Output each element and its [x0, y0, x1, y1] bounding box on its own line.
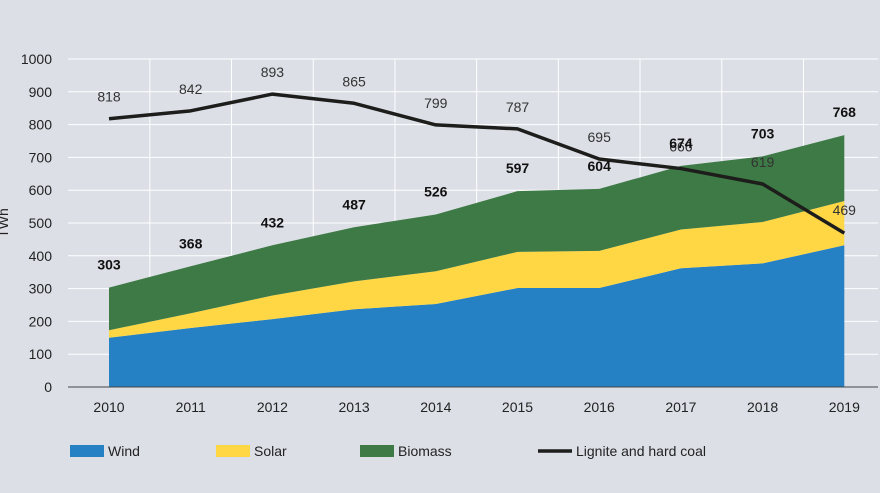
- area-biomass: [109, 135, 845, 331]
- x-tick-label: 2017: [665, 399, 696, 415]
- legend: Wind Solar Biomass Lignite and hard coal: [70, 443, 706, 459]
- area-solar: [109, 201, 845, 338]
- y-tick-label: 700: [29, 149, 53, 165]
- coal-value-label: 695: [588, 129, 612, 145]
- total-renewables-label: 432: [261, 214, 285, 230]
- y-tick-label: 300: [29, 281, 53, 297]
- legend-swatch-biomass: [360, 445, 394, 457]
- coal-line: [108, 92, 846, 235]
- coal-value-label: 619: [751, 154, 775, 170]
- total-renewables-label: 674: [669, 135, 693, 151]
- x-tick-label: 2012: [257, 399, 288, 415]
- x-tick-label: 2011: [176, 399, 206, 415]
- coal-value-label: 469: [833, 202, 857, 218]
- stacked-areas: [109, 135, 845, 387]
- coal-value-label: 893: [261, 64, 285, 80]
- y-tick-label: 200: [29, 313, 53, 329]
- total-renewables-label: 597: [506, 160, 530, 176]
- total-renewables-label: 303: [97, 257, 121, 273]
- y-tick-label: 900: [29, 84, 53, 100]
- x-tick-label: 2013: [339, 399, 370, 415]
- legend-label-biomass: Biomass: [398, 443, 452, 459]
- y-tick-label: 400: [29, 248, 53, 264]
- x-tick-label: 2015: [502, 399, 533, 415]
- x-tick-label: 2016: [584, 399, 615, 415]
- coal-value-label: 787: [506, 99, 530, 115]
- legend-swatch-solar: [216, 445, 250, 457]
- legend-label-solar: Solar: [254, 443, 287, 459]
- coal-value-label: 818: [97, 89, 121, 105]
- y-tick-label: 1000: [21, 51, 52, 67]
- y-tick-label: 0: [44, 379, 52, 395]
- axes: 0 100 200 300 400 500 600 700 800 900 1000 TWh 2010 2…: [0, 51, 878, 415]
- y-tick-label: 500: [29, 215, 53, 231]
- coal-value-label: 666: [669, 139, 693, 155]
- y-axis-title: TWh: [0, 208, 11, 238]
- y-tick-label: 100: [29, 346, 53, 362]
- coal-line-layer: [108, 92, 846, 235]
- total-renewables-label: 368: [179, 235, 203, 251]
- legend-label-lignite-and-hard-coal: Lignite and hard coal: [576, 443, 706, 459]
- y-tick-label: 800: [29, 117, 53, 133]
- area-wind: [109, 245, 845, 387]
- legend-label-wind: Wind: [108, 443, 140, 459]
- total-renewables-label: 526: [424, 183, 448, 199]
- coal-value-label: 865: [342, 73, 366, 89]
- legend-swatch-wind: [70, 445, 104, 457]
- total-renewables-label: 487: [342, 196, 366, 212]
- coal-value-label: 799: [424, 95, 448, 111]
- x-tick-label: 2010: [93, 399, 124, 415]
- total-renewables-label: 703: [751, 125, 775, 141]
- x-tick-label: 2019: [829, 399, 860, 415]
- total-renewables-label: 604: [588, 158, 612, 174]
- x-tick-label: 2018: [747, 399, 778, 415]
- data-labels: 818 842 893 865 799 787 695 666 619 469 303 368 432 4…: [97, 64, 856, 273]
- total-renewables-label: 768: [833, 104, 857, 120]
- coal-value-label: 842: [179, 81, 203, 97]
- y-tick-label: 600: [29, 182, 53, 198]
- x-tick-label: 2014: [420, 399, 451, 415]
